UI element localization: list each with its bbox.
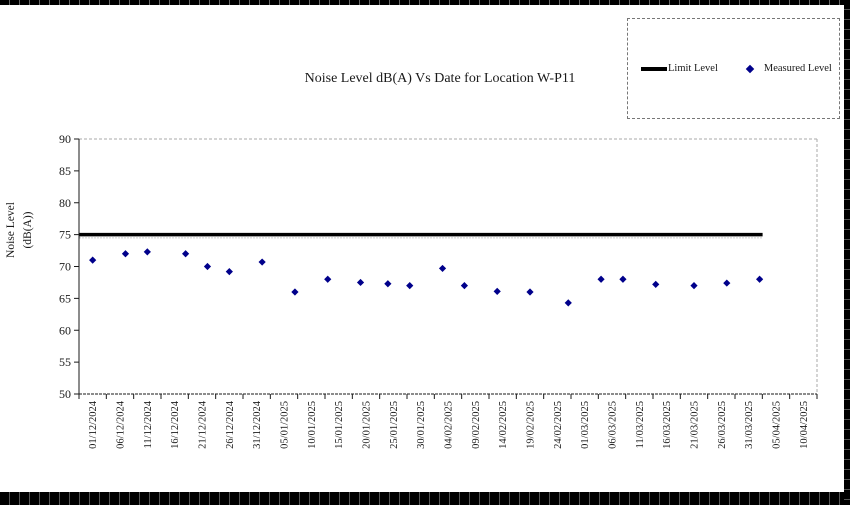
- x-tick-label: 31/12/2024: [252, 400, 263, 449]
- top-frame-border: [0, 0, 850, 5]
- x-tick-label: 21/03/2025: [690, 401, 701, 449]
- y-tick-label: 60: [59, 323, 71, 337]
- x-tick-label: 01/03/2025: [580, 401, 591, 449]
- y-tick-label: 85: [59, 164, 71, 178]
- bottom-frame-border: [0, 492, 850, 505]
- measured-level-point: [89, 256, 97, 264]
- measured-level-point: [406, 282, 414, 290]
- measured-level-point: [493, 287, 501, 295]
- legend-box: Limit Level Measured Level: [627, 18, 840, 119]
- measured-level-point: [619, 275, 627, 283]
- chart-title: Noise Level dB(A) Vs Date for Location W…: [304, 71, 576, 86]
- measured-level-point: [225, 268, 233, 276]
- right-frame-border: [844, 0, 850, 505]
- y-tick-label: 75: [59, 228, 71, 242]
- x-tick-label: 21/12/2024: [198, 400, 209, 449]
- measured-level-point: [384, 280, 392, 288]
- x-tick-label: 06/12/2024: [116, 400, 127, 449]
- measured-level-point: [652, 280, 660, 288]
- x-tick-label: 05/01/2025: [280, 401, 291, 449]
- x-tick-label: 25/01/2025: [389, 401, 400, 449]
- x-tick-label: 24/02/2025: [553, 401, 564, 449]
- measured-level-point: [143, 248, 151, 256]
- x-tick-label: 11/03/2025: [635, 401, 646, 448]
- legend-row: Limit Level Measured Level: [641, 63, 832, 74]
- x-tick-label: 10/01/2025: [307, 401, 318, 449]
- measured-level-point: [723, 279, 731, 287]
- legend-limit-label: Limit Level: [668, 63, 718, 74]
- x-tick-label: 26/12/2024: [225, 400, 236, 449]
- x-tick-label: 09/02/2025: [471, 401, 482, 449]
- y-tick-label: 65: [59, 291, 71, 305]
- legend-measured-label: Measured Level: [763, 63, 832, 74]
- measured-level-point: [756, 275, 764, 283]
- y-tick-label: 90: [59, 132, 71, 146]
- x-tick-label: 26/03/2025: [717, 401, 728, 449]
- x-tick-label: 10/04/2025: [799, 401, 810, 449]
- y-tick-label: 80: [59, 196, 71, 210]
- x-tick-label: 19/02/2025: [526, 401, 537, 449]
- x-tick-label: 16/12/2024: [170, 400, 181, 449]
- measured-level-point: [121, 250, 130, 258]
- x-tick-label: 04/02/2025: [444, 401, 455, 449]
- measured-level-point: [182, 250, 190, 258]
- x-tick-label: 30/01/2025: [416, 401, 427, 449]
- measured-level-point: [356, 278, 365, 287]
- x-tick-label: 01/12/2024: [88, 400, 99, 449]
- measured-level-point: [526, 288, 534, 296]
- limit-level-line-key-icon: [641, 66, 667, 71]
- x-tick-label: 11/12/2024: [143, 400, 154, 448]
- measured-level-point: [564, 299, 572, 307]
- measured-level-point: [258, 258, 266, 266]
- x-tick-label: 05/04/2025: [772, 401, 783, 449]
- x-tick-label: 06/03/2025: [608, 401, 619, 449]
- x-tick-label: 14/02/2025: [498, 401, 509, 449]
- measured-level-point: [690, 282, 698, 290]
- x-tick-label: 20/01/2025: [362, 401, 373, 449]
- measured-level-point: [291, 288, 299, 296]
- x-tick-label: 16/03/2025: [662, 401, 673, 449]
- measured-level-point: [203, 262, 212, 271]
- y-tick-label: 50: [59, 387, 71, 401]
- y-tick-label: 70: [59, 260, 71, 274]
- x-tick-label: 15/01/2025: [334, 401, 345, 449]
- x-tick-label: 31/03/2025: [744, 401, 755, 449]
- measured-level-point: [438, 264, 447, 273]
- measured-level-point: [324, 275, 332, 283]
- y-tick-label: 55: [59, 355, 71, 369]
- measured-level-point: [460, 282, 468, 290]
- measured-level-point: [597, 275, 605, 283]
